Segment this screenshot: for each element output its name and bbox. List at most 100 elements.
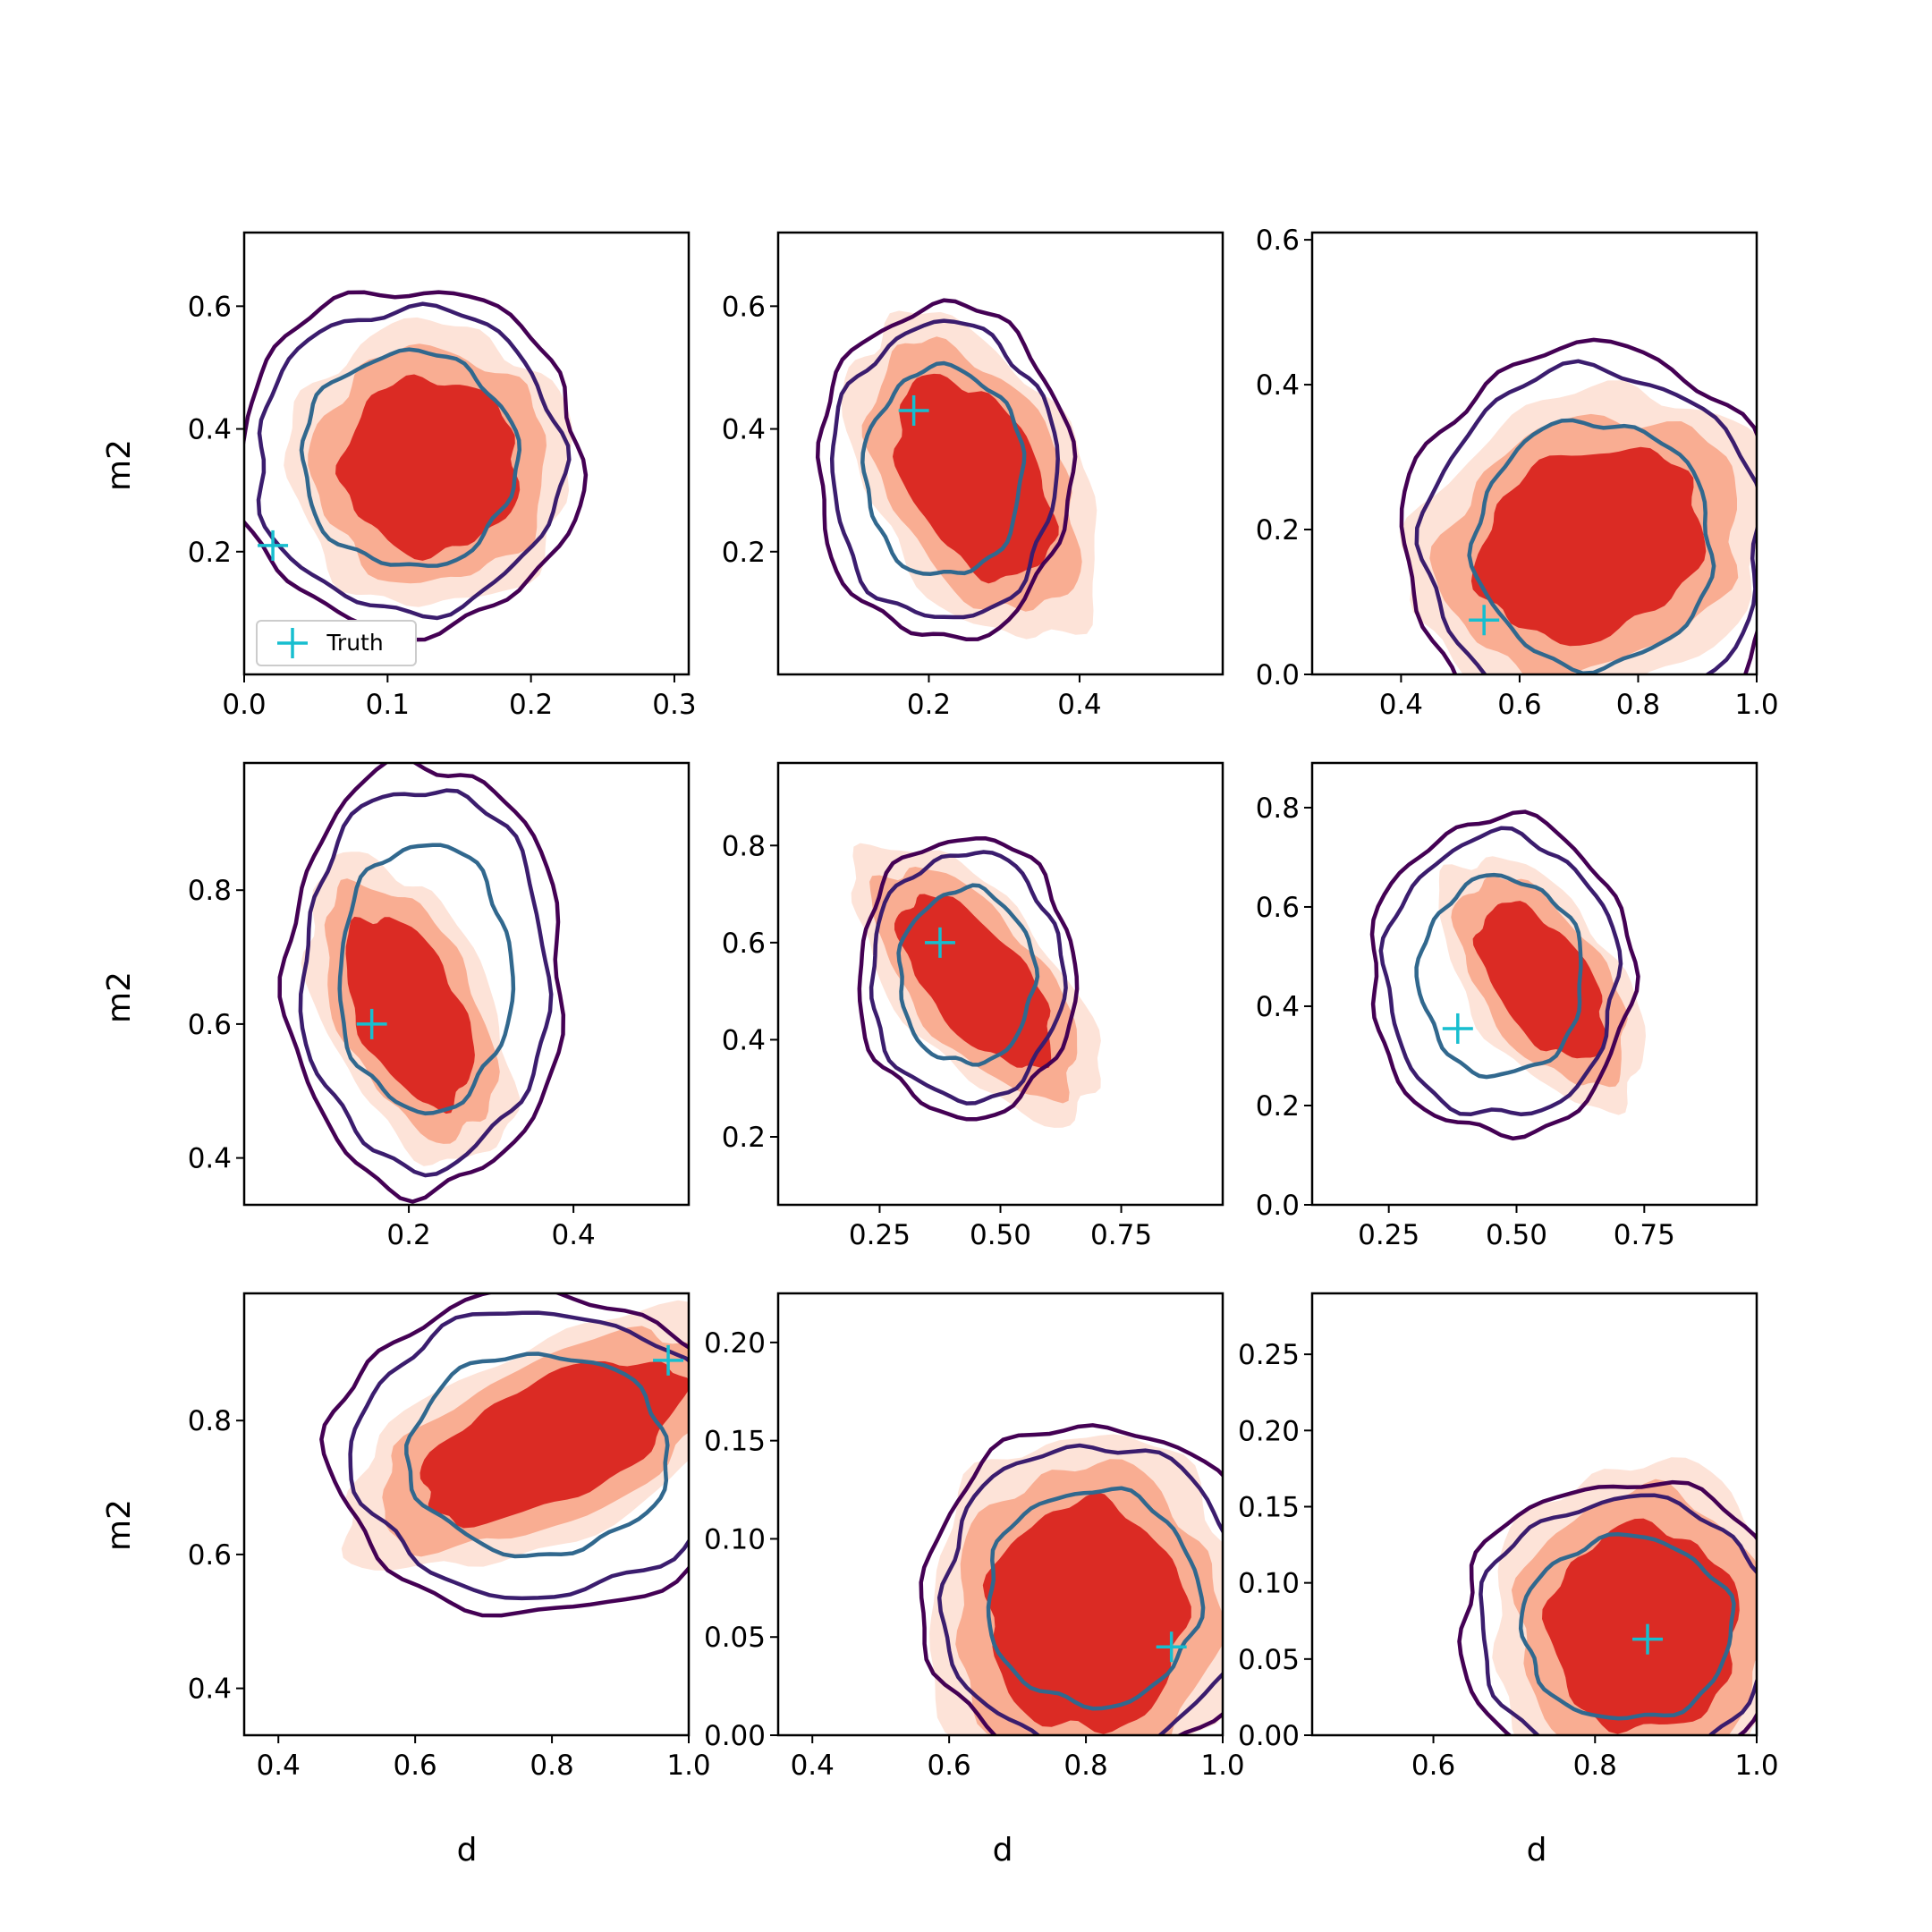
truth-marker — [1632, 1623, 1664, 1655]
panel-1: 0.0 0.1 0.2 0.3 0.2 0.4 0.6 Truth — [188, 231, 697, 721]
x-tick-label: 1.0 — [1734, 1750, 1778, 1782]
axes-frame — [1310, 1292, 1758, 1737]
y-tick-label: 0.10 — [704, 1523, 766, 1555]
contour-line-mid — [298, 788, 554, 1178]
density-fill-inner — [982, 1492, 1191, 1734]
x-tick-label: 0.25 — [1358, 1219, 1419, 1251]
density-fill-inner — [419, 1360, 689, 1529]
x-tick-label: 0.25 — [849, 1219, 911, 1251]
panel-5: 0.25 0.50 0.75 0.2 0.4 0.6 0.8 — [722, 761, 1224, 1251]
x-tick-label: 0.6 — [393, 1750, 436, 1782]
axes-frame — [242, 1292, 691, 1737]
xlabel-col-2: d — [993, 1832, 1013, 1868]
x-tick-label: 0.50 — [1486, 1219, 1547, 1251]
contour-line-outer — [319, 1293, 689, 1618]
contour-line-mid — [1414, 359, 1757, 674]
plot-area — [919, 1423, 1223, 1735]
legend: Truth — [256, 620, 417, 666]
contour-line-outer — [857, 836, 1080, 1122]
legend-box — [256, 620, 417, 666]
y-tick-label: 0.20 — [1238, 1415, 1300, 1447]
x-tick-label: 0.6 — [927, 1750, 970, 1782]
x-tick-label: 0.6 — [1497, 689, 1541, 721]
x-tick-label: 0.4 — [551, 1219, 595, 1251]
contour-line-outer — [1457, 1479, 1757, 1735]
contour-line-inner — [986, 1486, 1206, 1711]
x-tick-label: 1.0 — [1734, 689, 1778, 721]
axes-frame — [1310, 231, 1758, 676]
y-tick-label: 0.6 — [188, 291, 232, 323]
panel-9: 0.6 0.8 1.0 0.00 0.05 0.10 0.15 0.20 0.25 — [1238, 1292, 1779, 1782]
contour-line-inner — [860, 360, 1027, 576]
plot-area — [1399, 337, 1757, 674]
y-tick-label: 0.00 — [704, 1720, 766, 1752]
legend-label: Truth — [326, 630, 383, 656]
density-fill-inner — [1542, 1518, 1740, 1734]
y-tick-label: 0.8 — [1256, 792, 1300, 825]
y-tick-label: 0.6 — [188, 1009, 232, 1041]
y-tick-label: 0.6 — [722, 291, 766, 323]
plot-area — [244, 290, 589, 642]
contour-line-mid — [1479, 1493, 1757, 1735]
x-tick-label: 0.4 — [1379, 689, 1423, 721]
contour-line-inner — [337, 843, 516, 1116]
y-tick-label: 0.6 — [188, 1539, 232, 1572]
y-tick-label: 0.15 — [704, 1426, 766, 1458]
contour-line-outer — [919, 1423, 1223, 1735]
y-tick-label: 0.25 — [1238, 1339, 1300, 1371]
y-tick-label: 0.8 — [188, 875, 232, 907]
y-tick-label: 0.05 — [1238, 1644, 1300, 1676]
y-tick-label: 0.20 — [704, 1327, 766, 1360]
truth-marker — [1442, 1013, 1473, 1044]
xlabel-col-3: d — [1527, 1832, 1547, 1868]
y-tick-label: 0.8 — [188, 1405, 232, 1437]
truth-marker — [653, 1344, 684, 1376]
y-tick-label: 0.2 — [722, 537, 766, 569]
contour-line-inner — [404, 1352, 670, 1559]
contour-line-inner — [896, 883, 1040, 1067]
x-tick-label: 1.0 — [666, 1750, 710, 1782]
x-tick-label: 0.50 — [970, 1219, 1031, 1251]
contour-line-inner — [299, 347, 522, 568]
y-tick-label: 0.2 — [722, 1122, 766, 1154]
y-tick-label: 0.05 — [704, 1622, 766, 1654]
y-tick-label: 0.00 — [1238, 1720, 1300, 1752]
plot-area — [1457, 1457, 1757, 1735]
panel-8: 0.4 0.6 0.8 1.0 0.00 0.05 0.10 0.15 0.20 — [704, 1292, 1245, 1782]
contour-line-mid — [348, 1310, 689, 1601]
density-fill-inner — [335, 374, 521, 561]
x-tick-label: 0.4 — [257, 1750, 301, 1782]
y-tick-label: 0.2 — [188, 537, 232, 569]
ylabel-row-1: m2 — [101, 439, 138, 491]
density-fill-inner — [1472, 901, 1608, 1059]
x-tick-label: 0.2 — [386, 1219, 430, 1251]
contour-line-outer — [815, 298, 1078, 641]
axes-frame — [1310, 761, 1758, 1207]
truth-marker — [1469, 605, 1500, 636]
density-fill-inner — [894, 894, 1052, 1069]
axes-frame — [242, 231, 691, 676]
contour-line-mid — [936, 1443, 1223, 1735]
truth-marker — [898, 394, 929, 426]
y-tick-label: 0.6 — [1256, 892, 1300, 924]
plot-area — [319, 1293, 689, 1618]
axes-frame — [776, 231, 1224, 676]
x-tick-label: 0.8 — [530, 1750, 573, 1782]
x-tick-label: 0.75 — [1090, 1219, 1152, 1251]
plot-area — [1369, 809, 1646, 1141]
x-tick-label: 0.8 — [1063, 1750, 1107, 1782]
contour-line-inner — [1467, 418, 1716, 674]
x-tick-label: 0.75 — [1614, 1219, 1675, 1251]
y-tick-label: 0.6 — [1256, 225, 1300, 257]
x-tick-label: 0.4 — [791, 1750, 835, 1782]
contour-line-mid — [256, 301, 572, 621]
x-tick-label: 0.2 — [907, 689, 951, 721]
y-tick-label: 0.10 — [1238, 1568, 1300, 1600]
plot-area — [815, 298, 1097, 641]
y-tick-label: 0.2 — [1256, 514, 1300, 547]
axes-frame — [242, 761, 691, 1207]
axes-frame — [776, 1292, 1224, 1737]
contour-line-mid — [869, 850, 1068, 1106]
y-tick-label: 0.4 — [1256, 991, 1300, 1023]
y-tick-label: 0.4 — [722, 1024, 766, 1056]
